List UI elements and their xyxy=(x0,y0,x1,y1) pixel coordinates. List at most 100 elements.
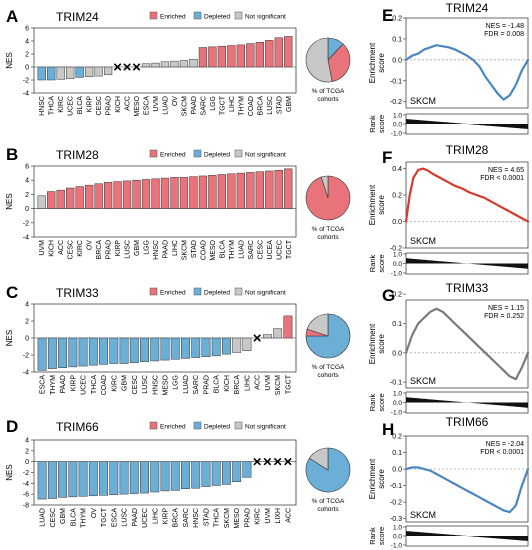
x-tick-label: BLCA xyxy=(77,96,84,115)
bar xyxy=(85,66,94,77)
x-tick-label: LIHC xyxy=(152,508,159,524)
bar xyxy=(151,62,160,68)
pie-caption-line1: % of TCGA xyxy=(312,498,345,505)
y-tick-label: -4 xyxy=(23,481,29,488)
bar xyxy=(109,461,119,495)
bar xyxy=(150,461,160,493)
x-tick-label: LIHC xyxy=(244,375,251,391)
y-axis-label: NES xyxy=(5,330,14,346)
x-tick-label: SKCM xyxy=(275,375,282,395)
y-tick-label: 0 xyxy=(25,336,29,343)
x-tick-label: UCEA xyxy=(267,240,274,260)
legend-label-enriched: Enriched xyxy=(160,424,186,431)
bar xyxy=(85,184,94,209)
x-tick-label: TGCT xyxy=(285,374,292,394)
x-tick-label: THYM xyxy=(50,375,57,395)
pie-slice-N xyxy=(306,313,329,337)
bar xyxy=(179,60,189,68)
pie-caption-line1: % of TCGA xyxy=(312,364,345,371)
bar xyxy=(160,177,170,209)
cohort-label: SKCM xyxy=(410,96,436,106)
x-tick-label: ACC xyxy=(58,240,65,255)
bar xyxy=(265,170,274,209)
legend-swatch-ns xyxy=(234,149,243,158)
y-tick-label: 0 xyxy=(25,206,29,213)
bar xyxy=(255,42,264,68)
bar xyxy=(109,337,119,364)
bar xyxy=(227,45,236,68)
bar xyxy=(191,337,201,358)
x-tick-label: SARC xyxy=(200,96,207,115)
bar xyxy=(181,337,190,359)
x-tick-label: UVM xyxy=(39,240,46,256)
y-tick-label: 6 xyxy=(25,26,29,33)
gene-title: TRIM33 xyxy=(56,286,99,300)
y-axis-label: NES xyxy=(5,52,14,68)
bar xyxy=(255,171,264,209)
bar xyxy=(181,461,190,489)
legend-label-depleted: Depleted xyxy=(204,290,230,297)
nes-stat: NES = -2.04 xyxy=(486,441,524,448)
bar xyxy=(99,337,109,365)
x-tick-label: SARC xyxy=(248,240,255,259)
x-tick-label: ACC xyxy=(285,508,292,523)
bar xyxy=(56,66,65,80)
rank-tick-label: -1.0 xyxy=(391,410,403,417)
x-tick-label: PAAD xyxy=(132,508,139,527)
bar xyxy=(201,461,211,487)
x-tick-label: GBM xyxy=(286,96,293,112)
bar-panel-d: D TRIM66 Enriched Depleted Not significant -8… xyxy=(5,417,351,529)
y-tick-label: 0 xyxy=(25,459,29,466)
x-tick-label: LUAD xyxy=(163,96,170,115)
x-tick-label: STAD xyxy=(191,240,198,258)
x-tick-label: BLCA xyxy=(219,240,226,259)
missing-marker xyxy=(253,334,261,342)
x-tick-label: CESC xyxy=(132,375,139,394)
x-tick-label: PAAD xyxy=(163,240,170,259)
x-tick-label: GBM xyxy=(134,240,141,256)
gene-title: TRIM33 xyxy=(446,281,489,295)
x-tick-label: BRCA xyxy=(173,508,180,528)
x-tick-label: THCA xyxy=(49,96,56,115)
y-tick-label: -2 xyxy=(23,353,29,360)
y-tick-label: -2 xyxy=(23,78,29,85)
bar xyxy=(273,328,283,339)
bar xyxy=(129,461,139,494)
x-tick-label: KICH xyxy=(224,375,231,392)
panel-letter: C xyxy=(6,283,18,302)
enrichment-curve xyxy=(404,167,530,223)
rank-score-ribbon xyxy=(406,119,528,129)
gene-title: TRIM66 xyxy=(56,420,99,434)
y-tick-label: 4 xyxy=(25,302,29,309)
bar xyxy=(37,195,46,209)
bar xyxy=(47,337,57,369)
fdr-stat: FDR < 0.0001 xyxy=(480,449,524,456)
y-tick-label: 0.0 xyxy=(392,57,402,64)
y-tick-label: -0.1 xyxy=(390,78,402,85)
bar xyxy=(208,174,217,209)
bar xyxy=(242,461,252,478)
x-tick-label: SARC xyxy=(183,508,190,527)
x-tick-label: TGCT xyxy=(101,507,108,527)
enrichment-curve xyxy=(404,307,530,381)
y-tick-label: -6 xyxy=(23,492,29,499)
x-tick-label: THYM xyxy=(229,240,236,260)
x-tick-label: THYM xyxy=(81,508,88,528)
y-axis-label-line1: Enrichment xyxy=(368,458,377,499)
x-tick-label: UVM xyxy=(153,96,160,112)
bar xyxy=(122,180,132,209)
rank-score-ribbon xyxy=(406,258,528,269)
bar xyxy=(236,172,245,209)
x-tick-label: LUSC xyxy=(125,240,132,259)
y-tick-label: 6 xyxy=(25,164,29,171)
x-tick-label: MESO xyxy=(210,239,217,260)
legend-label-ns: Not significant xyxy=(245,14,286,21)
y-tick-label: 0.2 xyxy=(392,292,402,299)
legend-label-depleted: Depleted xyxy=(204,14,230,21)
x-tick-label: COAD xyxy=(248,96,255,116)
bar-panel-c: C TRIM33 Enriched Depleted Not significant -4… xyxy=(5,283,351,396)
rank-label-line1: Rank xyxy=(368,115,377,133)
y-axis-label-line1: Enrichment xyxy=(368,184,377,225)
